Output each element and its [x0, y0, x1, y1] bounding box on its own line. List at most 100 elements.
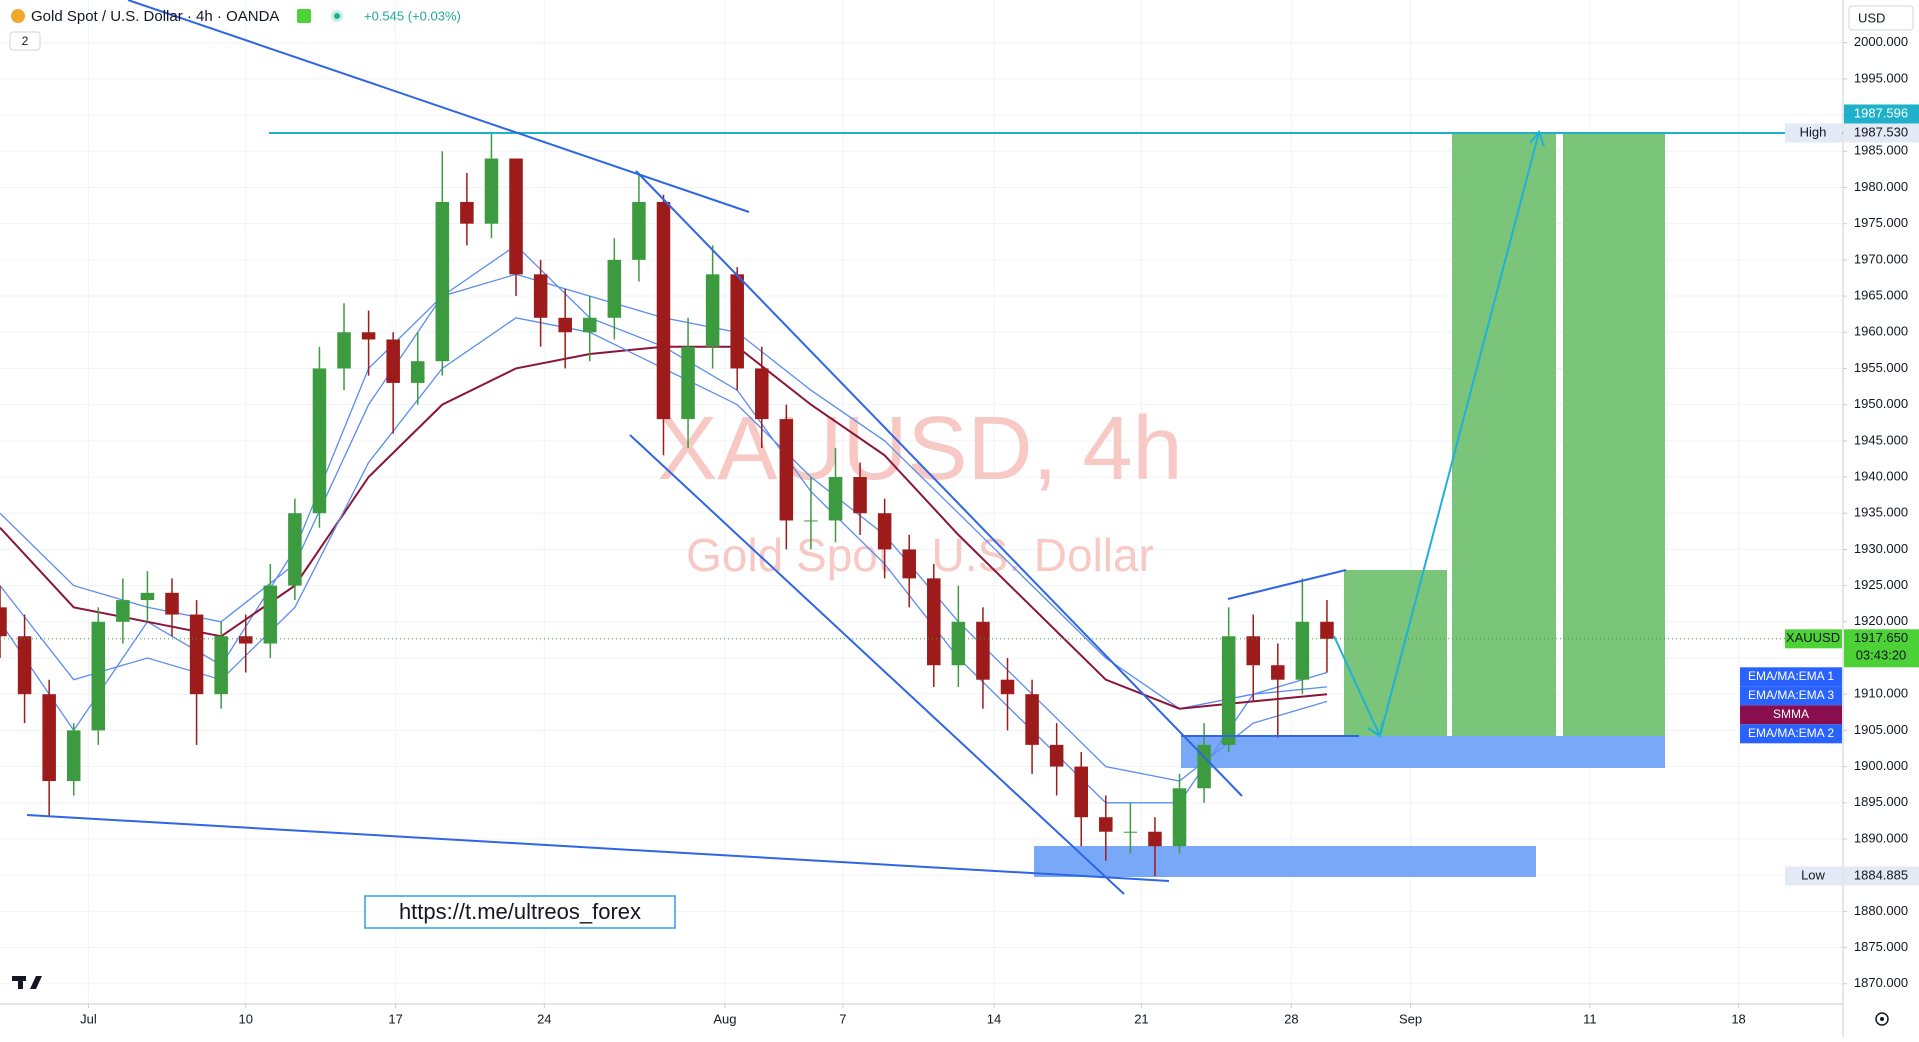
badge[interactable]	[9, 31, 41, 51]
candle-body	[533, 274, 548, 318]
candle-body	[288, 513, 302, 586]
arrow[interactable]	[1333, 635, 1381, 737]
y-tick-label: 1880.000	[1854, 903, 1908, 918]
candle-body	[1246, 636, 1260, 666]
y-tick-label: 1875.000	[1854, 939, 1908, 954]
y-tick-label: 1925.000	[1854, 577, 1908, 592]
y-tick-label: 1905.000	[1854, 722, 1908, 737]
symbol-title[interactable]: Gold Spot / U.S. Dollar · 4h · OANDA	[31, 8, 279, 25]
candle-body	[656, 201, 671, 420]
link-box[interactable]	[364, 895, 676, 929]
x-tick-label: 17	[388, 1011, 402, 1026]
candle-body	[1271, 665, 1285, 680]
y-tick-label: 1895.000	[1854, 794, 1908, 809]
candle-body	[607, 259, 622, 318]
price-tag-name: XAUUSD	[1786, 630, 1840, 645]
candles	[0, 132, 1334, 876]
currency[interactable]: USD	[1858, 10, 1885, 25]
target-zone[interactable]	[1344, 570, 1447, 736]
candle-body	[1074, 766, 1088, 818]
demand-zone[interactable]	[1181, 736, 1665, 768]
candle-body	[460, 201, 474, 224]
status-icon	[297, 9, 311, 23]
candle-body	[410, 361, 425, 383]
candle-body	[1000, 679, 1015, 695]
price-tag	[1844, 104, 1919, 124]
trend-lines	[26, 0, 1359, 895]
series-tag-label: EMA/MA:EMA 1	[1748, 669, 1834, 683]
market-open-dot	[334, 13, 340, 19]
y-tick-label: 1975.000	[1854, 215, 1908, 230]
x-tick-label: 14	[987, 1011, 1001, 1026]
x-tick-label: 10	[238, 1011, 252, 1026]
y-tick-label: 1890.000	[1854, 830, 1908, 845]
candle-body	[828, 477, 843, 521]
candle-body	[730, 274, 744, 369]
y-tick-label: 1980.000	[1854, 179, 1908, 194]
price-tag-label: 1884.885	[1854, 867, 1908, 882]
candle-body	[238, 636, 253, 644]
candle-body	[386, 339, 400, 383]
price-tag-name: High	[1800, 124, 1827, 139]
settings-icon[interactable]	[1875, 1012, 1889, 1026]
candle-body	[853, 477, 867, 514]
candle-body	[1295, 621, 1310, 680]
link-text[interactable]: https://t.me/ultreos_forex	[399, 899, 641, 924]
price-tag-name: Low	[1801, 867, 1825, 882]
price-tag-name-box	[1785, 629, 1842, 649]
candle-body	[1025, 694, 1039, 745]
y-tick-label: 1940.000	[1854, 468, 1908, 483]
y-tick-label: 1960.000	[1854, 324, 1908, 339]
series-tag	[1740, 686, 1842, 706]
candle-body	[189, 614, 204, 695]
trend-line[interactable]	[635, 170, 1243, 797]
arrows	[1333, 129, 1545, 738]
candle-body	[484, 158, 499, 224]
candle-body	[165, 592, 179, 615]
candle-body	[1099, 817, 1113, 832]
candle-body	[902, 549, 916, 579]
candle-body	[435, 201, 450, 362]
series-tag-label: SMMA	[1773, 707, 1809, 721]
arrow[interactable]	[1379, 131, 1540, 737]
y-tick-label: 1985.000	[1854, 143, 1908, 158]
candle-body	[951, 621, 966, 666]
price-tag-sub: 03:43:20	[1856, 648, 1907, 663]
series-tag	[1740, 667, 1842, 687]
badge-text[interactable]: 2	[22, 34, 29, 48]
x-tick-label: 24	[537, 1011, 551, 1026]
y-tick-label: 1870.000	[1854, 975, 1908, 990]
currency-button[interactable]	[1848, 5, 1914, 31]
price-tag-label: 1917.650	[1854, 630, 1908, 645]
x-tick-label: Aug	[713, 1011, 736, 1026]
x-tick-label: Jul	[80, 1011, 97, 1026]
target-zone[interactable]	[1452, 132, 1556, 736]
price-tag-name-box	[1785, 123, 1842, 143]
trend-line[interactable]	[1227, 569, 1347, 600]
trend-line[interactable]	[26, 814, 1170, 882]
candle-body	[1123, 831, 1138, 833]
arrow-head	[1529, 129, 1545, 147]
candle-body	[1148, 831, 1162, 847]
series-tag	[1740, 724, 1842, 744]
candle-body	[42, 694, 56, 782]
tradingview-logo	[12, 976, 42, 989]
candle-body	[1320, 621, 1334, 639]
candle-body	[116, 600, 130, 622]
levels	[0, 131, 1843, 640]
trend-line[interactable]	[629, 434, 1125, 895]
target-zone[interactable]	[1563, 132, 1665, 736]
series-tag	[1740, 705, 1842, 725]
candle-body	[263, 585, 278, 644]
x-tick-label: 18	[1731, 1011, 1745, 1026]
trend-line[interactable]	[127, 0, 750, 213]
y-tick-label: 1955.000	[1854, 360, 1908, 375]
demand-zone[interactable]	[1034, 846, 1536, 877]
watermark-subtitle: Gold Spot · U.S. Dollar	[686, 529, 1154, 581]
candle-body	[1049, 744, 1064, 767]
candle-body	[140, 592, 155, 601]
y-tick-label: 1935.000	[1854, 505, 1908, 520]
candle-body	[779, 419, 794, 521]
candle-body	[1172, 788, 1187, 847]
